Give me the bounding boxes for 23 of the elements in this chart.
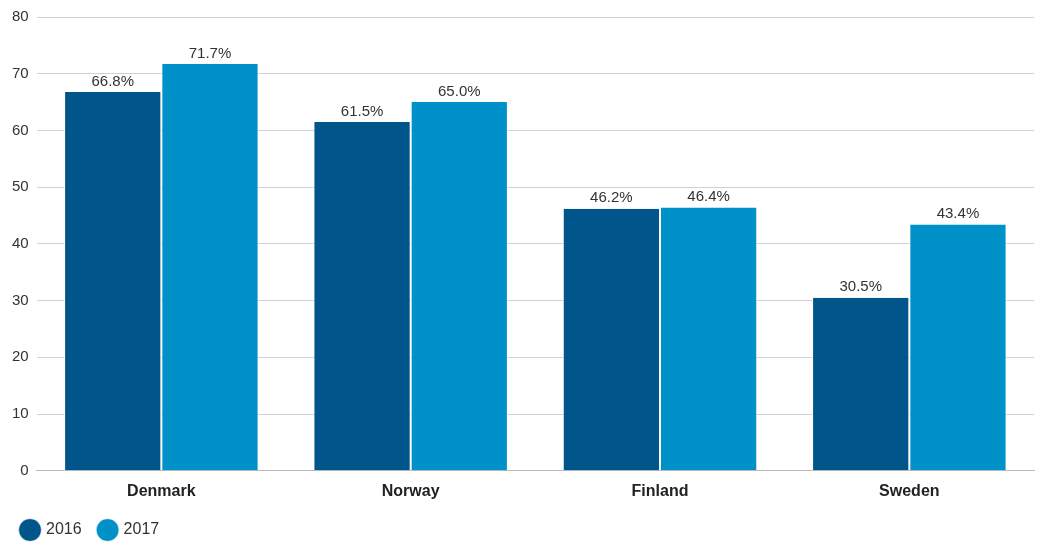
data-label: 30.5% (839, 277, 882, 295)
y-tick-label: 10 (12, 404, 29, 422)
y-tick-label: 20 (12, 347, 29, 365)
data-label: 46.4% (687, 187, 730, 205)
data-label: 43.4% (936, 204, 980, 222)
y-tick-label: 80 (12, 7, 29, 25)
y-tick-label: 70 (12, 63, 29, 81)
x-tick-label: Sweden (879, 481, 940, 499)
legend-label: 2016 (46, 520, 82, 538)
y-tick-label: 0 (20, 460, 29, 478)
y-tick-label: 50 (12, 177, 29, 195)
y-tick-label: 30 (12, 290, 29, 308)
x-tick-label: Finland (631, 481, 689, 499)
data-label: 66.8% (91, 71, 134, 89)
data-label: 61.5% (340, 101, 384, 119)
x-tick-label: Denmark (127, 481, 196, 499)
x-tick-label: Norway (381, 481, 440, 499)
legend-label: 2017 (123, 520, 160, 538)
data-label: 71.7% (188, 43, 232, 61)
y-tick-label: 40 (12, 234, 29, 252)
data-label: 65.0% (438, 81, 481, 99)
y-tick-label: 60 (12, 120, 29, 138)
data-label: 46.2% (590, 188, 633, 206)
